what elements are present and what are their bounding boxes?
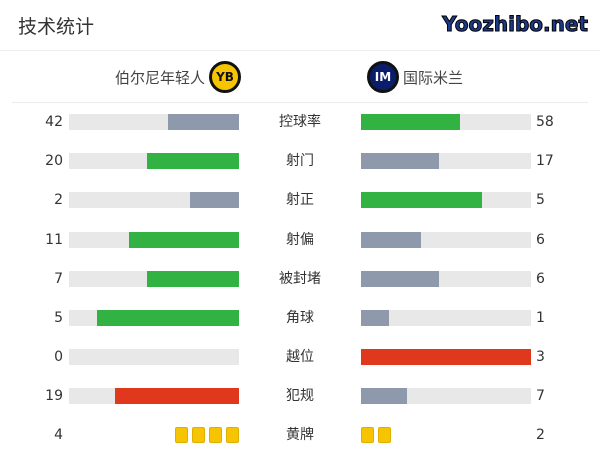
- stat-label: 射门: [286, 153, 314, 170]
- home-team: 伯尔尼年轻人 YB: [115, 61, 242, 93]
- home-bar: [69, 114, 239, 130]
- away-bar: [361, 388, 531, 405]
- home-value: 20: [45, 153, 63, 170]
- yellow-card-icon: [209, 427, 222, 443]
- stat-label: 射偏: [286, 231, 314, 248]
- stat-row: 7 被封堵 6: [0, 269, 600, 289]
- yellow-card-icon: [226, 427, 239, 443]
- home-bar-fill: [97, 310, 239, 326]
- home-bar-fill: [190, 192, 239, 209]
- stat-row: 11 射偏 6: [0, 230, 600, 250]
- away-bar-fill: [361, 114, 460, 130]
- yellow-card-icon: [175, 427, 188, 443]
- away-yellow-cards: [361, 427, 391, 443]
- home-value: 2: [54, 192, 63, 209]
- away-bar: [361, 192, 531, 209]
- stat-label: 被封堵: [279, 270, 321, 287]
- stat-row: 2 射正 5: [0, 190, 600, 210]
- away-bar: [361, 231, 531, 248]
- stat-label: 黄牌: [286, 427, 314, 443]
- page-title: 技术统计: [18, 16, 95, 38]
- home-bar-fill: [129, 231, 239, 248]
- away-value: 6: [536, 270, 545, 287]
- home-bar: [69, 388, 239, 405]
- stat-label: 控球率: [279, 114, 321, 130]
- yellow-card-icon: [192, 427, 205, 443]
- away-value: 1: [536, 310, 545, 326]
- home-team-name: 伯尔尼年轻人: [115, 68, 206, 87]
- away-value: 5: [536, 192, 545, 209]
- home-bar: [69, 192, 239, 209]
- home-bar-fill: [167, 114, 239, 130]
- stat-row: 20 射门 17: [0, 151, 600, 171]
- away-value: 3: [536, 349, 545, 366]
- home-bar: [69, 231, 239, 248]
- stat-row: 19 犯规 7: [0, 386, 600, 406]
- away-team-name: 国际米兰: [403, 68, 464, 87]
- away-bar: [361, 270, 531, 287]
- home-bar: [69, 153, 239, 170]
- home-value: 5: [54, 310, 63, 326]
- away-value: 7: [536, 388, 545, 405]
- stat-row-yellow-cards: 4 黄牌 2: [0, 425, 600, 445]
- away-team-logo-icon: IM: [367, 61, 399, 93]
- away-team: IM 国际米兰: [367, 61, 464, 93]
- home-value: 4: [54, 427, 63, 443]
- home-yellow-cards: [175, 427, 239, 443]
- away-bar: [361, 114, 531, 130]
- home-value: 11: [45, 231, 63, 248]
- home-value: 0: [54, 349, 63, 366]
- away-bar-fill: [361, 310, 390, 326]
- home-bar-fill: [147, 153, 239, 170]
- away-bar: [361, 349, 531, 366]
- stat-row: 5 角球 1: [0, 308, 600, 328]
- home-bar-fill: [147, 270, 239, 287]
- away-bar-fill: [361, 192, 483, 209]
- away-bar: [361, 310, 531, 326]
- divider: [12, 102, 588, 103]
- stat-label: 角球: [286, 310, 314, 326]
- home-bar-fill: [114, 388, 239, 405]
- divider: [0, 50, 600, 51]
- away-value: 58: [536, 114, 554, 130]
- stat-row: 0 越位 3: [0, 347, 600, 367]
- stat-label: 犯规: [286, 388, 314, 405]
- home-value: 19: [45, 388, 63, 405]
- stat-row: 42 控球率 58: [0, 112, 600, 132]
- yellow-card-icon: [361, 427, 374, 443]
- away-value: 2: [536, 427, 545, 443]
- watermark: Yoozhibo.net: [442, 12, 589, 37]
- away-bar-fill: [361, 153, 440, 170]
- stat-label: 越位: [286, 349, 314, 366]
- away-bar-fill: [361, 349, 531, 366]
- stat-label: 射正: [286, 192, 314, 209]
- away-bar-fill: [361, 231, 421, 248]
- home-bar: [69, 349, 239, 366]
- away-value: 6: [536, 231, 545, 248]
- home-team-logo-icon: YB: [209, 61, 242, 93]
- away-bar-fill: [361, 270, 440, 287]
- away-value: 17: [536, 153, 554, 170]
- yellow-card-icon: [378, 427, 391, 443]
- home-value: 7: [54, 270, 63, 287]
- home-bar: [69, 270, 239, 287]
- away-bar-fill: [361, 388, 407, 405]
- away-bar: [361, 153, 531, 170]
- home-value: 42: [45, 114, 63, 130]
- home-bar: [69, 310, 239, 326]
